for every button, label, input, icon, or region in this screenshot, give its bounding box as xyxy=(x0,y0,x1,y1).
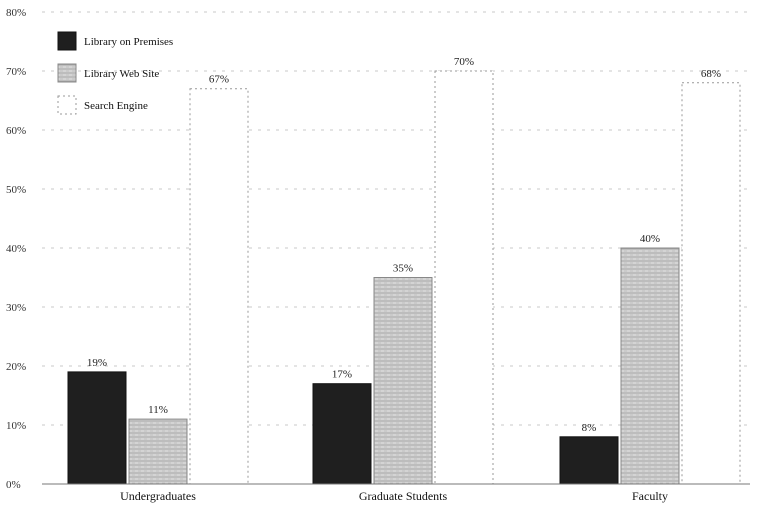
x-tick-label: Faculty xyxy=(632,489,668,503)
y-tick-label: 80% xyxy=(6,7,26,19)
legend-swatch xyxy=(57,31,77,51)
data-label: 8% xyxy=(582,422,597,434)
y-axis: 0% 10% 20% 30% 40% 50% 60% 70% 80% xyxy=(6,7,26,491)
y-tick-label: 10% xyxy=(6,420,26,432)
y-tick-label: 40% xyxy=(6,243,26,255)
bar xyxy=(620,247,680,485)
bar xyxy=(559,436,619,485)
legend-label: Search Engine xyxy=(84,100,148,112)
legend-label: Library Web Site xyxy=(84,68,159,80)
data-label: 17% xyxy=(332,369,352,381)
bar xyxy=(128,418,188,485)
data-label: 70% xyxy=(454,56,474,68)
y-tick-label: 30% xyxy=(6,302,26,314)
bar xyxy=(312,383,372,485)
data-label: 11% xyxy=(148,404,168,416)
y-tick-label: 60% xyxy=(6,125,26,137)
bar xyxy=(189,88,249,485)
legend-swatch xyxy=(57,95,77,115)
legend-swatch xyxy=(57,63,77,83)
legend-label: Library on Premises xyxy=(84,36,173,48)
bar xyxy=(681,82,741,485)
data-label: 67% xyxy=(209,74,229,86)
data-label: 40% xyxy=(640,233,660,245)
legend: Library on Premises Library Web Site Searc… xyxy=(57,31,173,115)
bar xyxy=(67,371,127,485)
bar xyxy=(373,277,433,485)
y-tick-label: 70% xyxy=(6,66,26,78)
data-label: 19% xyxy=(87,357,107,369)
x-axis: Undergraduates Graduate Students Faculty xyxy=(42,483,750,503)
bar xyxy=(434,70,494,485)
x-tick-label: Undergraduates xyxy=(120,489,196,503)
y-tick-label: 20% xyxy=(6,361,26,373)
x-tick-label: Graduate Students xyxy=(359,489,448,503)
data-label: 68% xyxy=(701,68,721,80)
y-tick-label: 0% xyxy=(6,479,21,491)
data-label: 35% xyxy=(393,263,413,275)
bars: 19% 11% 67% 17% 35% 70% 8% 40% 68% xyxy=(67,56,741,485)
y-tick-label: 50% xyxy=(6,184,26,196)
